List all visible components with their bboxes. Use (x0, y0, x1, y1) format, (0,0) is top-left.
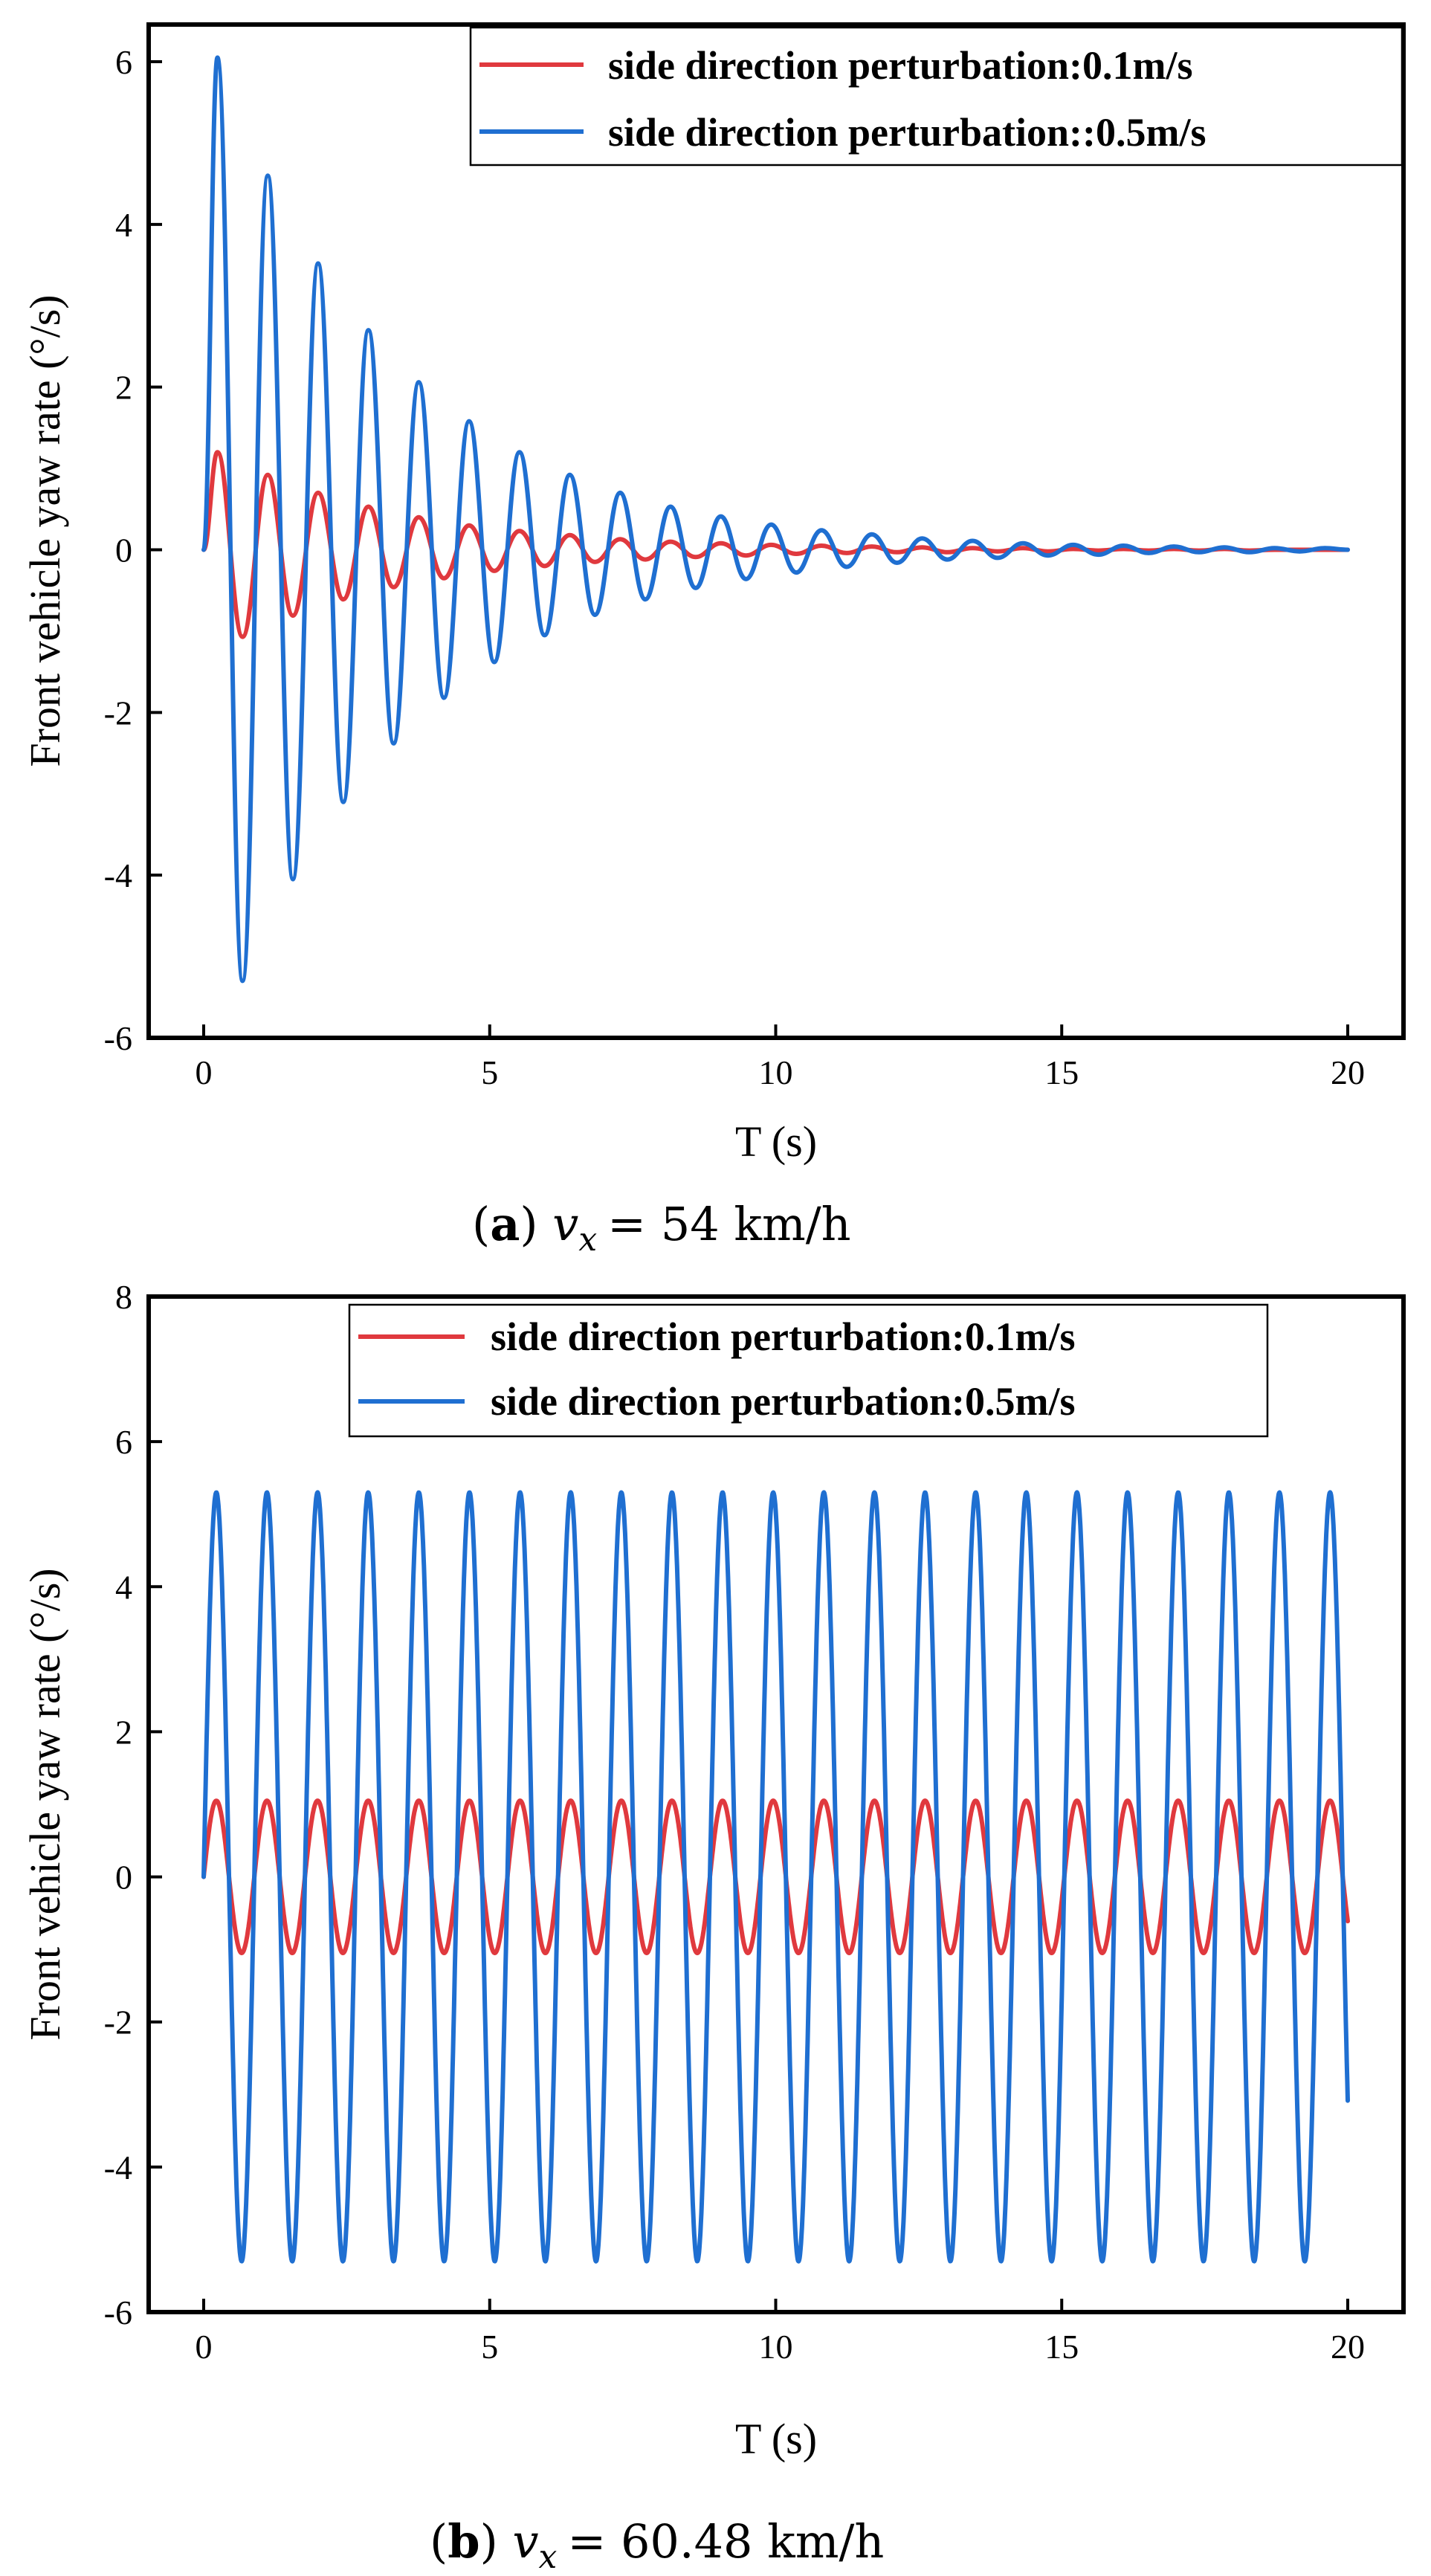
caption-var-a: v (552, 1197, 578, 1251)
series-group-b (201, 1490, 1350, 2264)
series-line-a-0 (201, 450, 1350, 639)
y-tick-label-a-1: -4 (104, 856, 132, 894)
y-tick-label-a-3: 0 (115, 532, 132, 569)
y-axis-label-a: Front vehicle yaw rate (°/s) (21, 294, 69, 766)
caption-value-a: = 54 km/h (607, 1197, 850, 1251)
x-axis-label-a: T (s) (735, 1117, 817, 1166)
x-tick-label-a-0: 0 (196, 1053, 213, 1091)
caption-value-b: = 60.48 km/h (567, 2514, 884, 2569)
x-tick-label-b-4: 20 (1331, 2328, 1365, 2366)
y-tick-label-b-2: -2 (104, 2004, 132, 2041)
series-group-a (201, 55, 1350, 984)
x-tick-label-b-0: 0 (196, 2328, 213, 2366)
x-tick-label-a-3: 15 (1044, 1053, 1079, 1091)
series-line-b-0 (201, 1798, 1350, 1955)
chart-panel-a: 0 5 10 15 20 -6 -4 -2 0 2 4 6 T (s) Front vehicle y… (21, 22, 1406, 1259)
legend-label-b-0: side direction perturbation:0.1m/s (491, 1314, 1075, 1359)
y-tick-label-b-4: 2 (115, 1713, 132, 1751)
legend-box-a (469, 26, 1403, 167)
y-tick-label-b-3: 0 (115, 1859, 132, 1897)
caption-sub-b: x (539, 2538, 558, 2576)
y-tick-label-b-1: -4 (104, 2149, 132, 2186)
x-tick-label-a-2: 10 (759, 1053, 793, 1091)
y-tick-label-a-2: -2 (104, 694, 132, 732)
caption-a: (a) vx = 54 km/h (472, 1197, 851, 1259)
y-tick-label-b-6: 6 (115, 1423, 132, 1461)
legend-box-b (348, 1303, 1269, 1438)
caption-b: (b) vx = 60.48 km/h (430, 2514, 884, 2576)
y-tick-label-b-7: 8 (115, 1278, 132, 1316)
x-tick-label-b-3: 15 (1044, 2328, 1079, 2366)
legend-b: side direction perturbation:0.1m/s side … (348, 1303, 1269, 1438)
y-tick-label-b-0: -6 (104, 2293, 132, 2331)
legend-label-b-1: side direction perturbation:0.5m/s (491, 1379, 1075, 1424)
ticks-group-b: 0 5 10 15 20 -6 -4 -2 0 2 4 6 8 (104, 1278, 1365, 2366)
x-tick-label-b-1: 5 (481, 2328, 498, 2366)
x-tick-label-a-4: 20 (1331, 1053, 1365, 1091)
x-axis-label-b: T (s) (735, 2415, 817, 2463)
caption-letter-b: b (448, 2514, 479, 2569)
y-tick-label-b-5: 4 (115, 1568, 132, 1606)
y-tick-label-a-0: -6 (104, 1019, 132, 1057)
caption-var-b: v (512, 2514, 538, 2569)
x-tick-label-b-2: 10 (759, 2328, 793, 2366)
chart-panel-b: 0 5 10 15 20 -6 -4 -2 0 2 4 6 8 T (s) Front vehicle … (21, 1278, 1406, 2576)
y-tick-label-a-6: 6 (115, 43, 132, 81)
series-line-a-1 (201, 55, 1350, 984)
y-tick-label-a-5: 4 (115, 206, 132, 244)
legend-label-a-1: side direction perturbation::0.5m/s (608, 110, 1206, 155)
ticks-group-a: 0 5 10 15 20 -6 -4 -2 0 2 4 6 (104, 43, 1365, 1091)
legend-a: side direction perturbation:0.1m/s side … (469, 26, 1403, 167)
legend-label-a-0: side direction perturbation:0.1m/s (608, 43, 1192, 88)
x-tick-label-a-1: 5 (481, 1053, 498, 1091)
caption-sub-a: x (578, 1221, 597, 1259)
series-line-b-1 (201, 1490, 1350, 2264)
caption-letter-a: a (490, 1197, 520, 1251)
y-tick-label-a-4: 2 (115, 369, 132, 407)
y-axis-label-b: Front vehicle yaw rate (°/s) (21, 1568, 69, 2040)
